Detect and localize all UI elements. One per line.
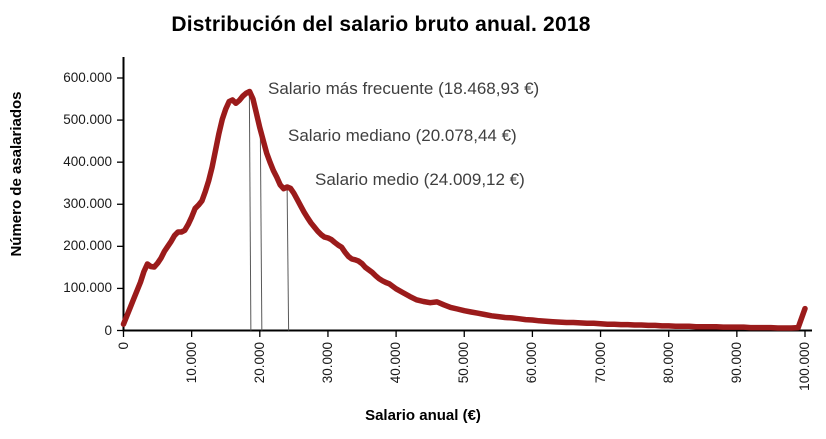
salary-distribution-line [120, 88, 808, 331]
annotation-line [286, 189, 290, 331]
x-axis-tick-label: 40.000 [388, 342, 404, 384]
x-axis-tick-label: 30.000 [319, 342, 335, 384]
annotation-median-salary: Salario mediano (20.078,44 €) [288, 126, 517, 145]
x-axis-tick-label: 80.000 [660, 342, 676, 384]
chart-title: Distribución del salario bruto anual. 20… [171, 13, 591, 36]
x-axis-tick-label: 10.000 [183, 342, 199, 384]
x-axis-tick-label: 0 [115, 342, 131, 350]
x-axis-tick-label: 20.000 [251, 342, 267, 384]
y-axis-tick-label: 600.000 [63, 70, 112, 85]
x-axis-title: Salario anual (€) [365, 407, 481, 424]
annotation-line [259, 131, 263, 331]
x-axis-tick-label: 60.000 [524, 342, 540, 384]
annotation-most-frequent-salary: Salario más frecuente (18.468,93 €) [268, 79, 540, 98]
x-axis-tick-label: 70.000 [592, 342, 608, 384]
x-axis-tick-label: 90.000 [728, 342, 744, 384]
y-axis-tick-label: 200.000 [63, 238, 112, 254]
x-axis-tick-label: 100.000 [797, 342, 812, 391]
y-axis-tick-label: 400.000 [63, 154, 112, 170]
y-axis-tick-label: 0 [104, 322, 112, 338]
x-axis-tick-label: 50.000 [456, 342, 472, 384]
y-axis-tick-label: 500.000 [63, 112, 112, 128]
y-axis-tick-label: 300.000 [63, 196, 112, 212]
y-axis-tick-label: 100.000 [63, 280, 112, 296]
annotation-line [248, 93, 252, 331]
annotation-mean-salary: Salario medio (24.009,12 €) [315, 170, 525, 189]
